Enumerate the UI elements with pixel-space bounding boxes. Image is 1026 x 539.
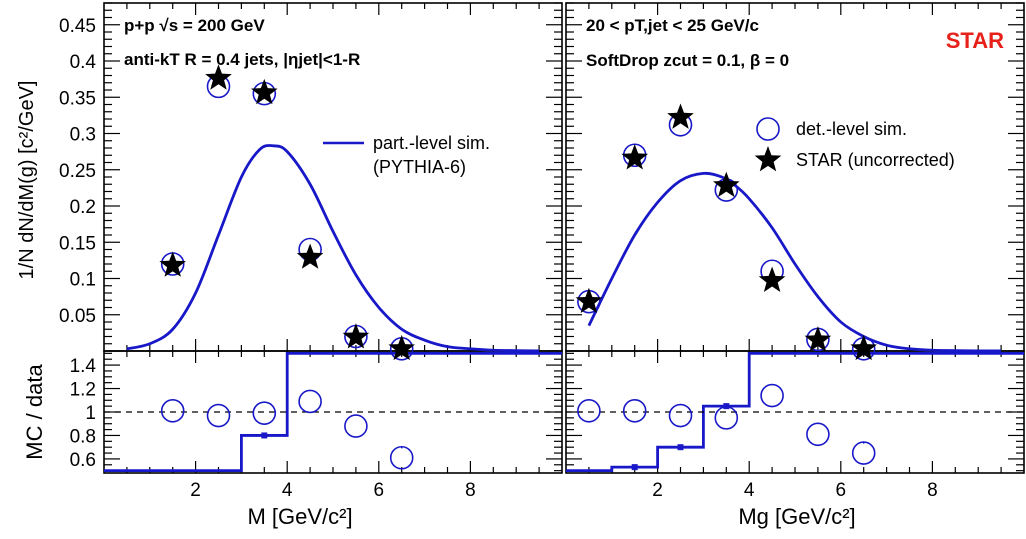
x-tick-label: 2 (190, 480, 201, 501)
ratio-point (806, 422, 830, 447)
ratio-step-error (677, 444, 684, 451)
y-tick-label: 0.15 (59, 233, 96, 254)
ratio-step-error (631, 464, 638, 471)
x-tick-label: 6 (374, 480, 385, 501)
legend-curve-label: part.-level sim. (373, 133, 490, 153)
star-data-point (850, 334, 878, 361)
star-data-point (342, 323, 370, 349)
y-tick-label: 0.45 (59, 16, 96, 37)
legend-top-right: det.-level sim. STAR (uncorrected) (754, 117, 955, 172)
star-data-point (205, 64, 232, 90)
star-data-point (575, 287, 603, 314)
x-axis-title-left: M [GeV/c²] (247, 504, 352, 529)
x-tick-label: 8 (927, 480, 938, 501)
ratio-point (622, 399, 647, 423)
legend-circle-swatch (756, 117, 780, 141)
ratio-point (760, 383, 784, 408)
ratio-step-error (261, 432, 268, 439)
y-tick-label: 0.4 (70, 52, 97, 73)
x-tick-label: 2 (652, 480, 663, 501)
ratio-point (668, 403, 693, 428)
star-data-point (804, 326, 832, 352)
x-tick-label: 4 (282, 480, 293, 501)
legend-top-left: part.-level sim. (PYTHIA-6) (323, 133, 490, 177)
ratio-point (714, 406, 739, 430)
y-axis-title-top: 1/N dN/dM(g) [c²/GeV] (16, 81, 38, 280)
x-tick-label: 4 (744, 480, 755, 501)
ratio-step-line (104, 351, 562, 473)
tick-labels: 0.050.10.150.20.250.30.350.40.450.60.811… (59, 16, 938, 501)
ratio-point (851, 441, 876, 465)
annotation-collision: p+p √s = 200 GeV (124, 16, 265, 35)
star-data-point (250, 78, 278, 105)
x-tick-label: 6 (836, 480, 847, 501)
y-tick-label-ratio: 1 (85, 403, 96, 424)
y-tick-label-ratio: 0.8 (70, 426, 96, 447)
data-markers (159, 64, 878, 471)
y-tick-label-ratio: 0.6 (70, 450, 96, 471)
y-tick-label: 0.35 (59, 88, 96, 109)
star-data-point (296, 243, 324, 269)
x-tick-label: 8 (465, 480, 476, 501)
y-tick-label-ratio: 1.4 (70, 356, 97, 377)
tick-marks (104, 2, 1024, 473)
ratio-step-line (566, 351, 1024, 473)
y-tick-label-ratio: 1.2 (70, 380, 96, 401)
y-tick-label: 0.2 (70, 197, 96, 218)
legend-star-label: STAR (uncorrected) (796, 150, 955, 170)
ratio-point (298, 389, 322, 414)
y-tick-label: 0.05 (59, 306, 96, 327)
annotation-jets: anti-kT R = 0.4 jets, |ηjet|<1-R (124, 50, 360, 69)
part-level-curve (126, 144, 540, 353)
y-axis-title-bottom: MC / data (22, 364, 47, 460)
star-data-point (159, 251, 187, 277)
star-data-point (388, 334, 416, 361)
ratio-point (389, 445, 414, 470)
annotation-softdrop: SoftDrop zcut = 0.1, β = 0 (586, 51, 789, 70)
ratio-point (252, 401, 277, 425)
legend-star-swatch (754, 146, 782, 172)
y-tick-label: 0.3 (70, 125, 96, 146)
star-data-point (667, 103, 694, 129)
y-tick-label: 0.25 (59, 161, 96, 182)
legend-curve-label-2: (PYTHIA-6) (373, 157, 466, 177)
frames (103, 2, 1025, 474)
ratio-point (577, 399, 601, 423)
annotation-pt-range: 20 < pT,jet < 25 GeV/c (586, 16, 759, 35)
star-label: STAR (946, 28, 1004, 53)
star-data-point (712, 171, 740, 198)
star-data-point (621, 144, 649, 170)
legend-det-label: det.-level sim. (796, 119, 907, 139)
star-data-point (758, 266, 786, 292)
y-tick-label: 0.1 (70, 270, 96, 291)
sim-curves (104, 144, 1024, 473)
part-level-curve (587, 171, 1002, 353)
ratio-point (206, 403, 231, 428)
ratio-point (344, 414, 368, 438)
ratio-point (160, 399, 185, 423)
x-axis-title-right: Mg [GeV/c²] (738, 504, 855, 529)
